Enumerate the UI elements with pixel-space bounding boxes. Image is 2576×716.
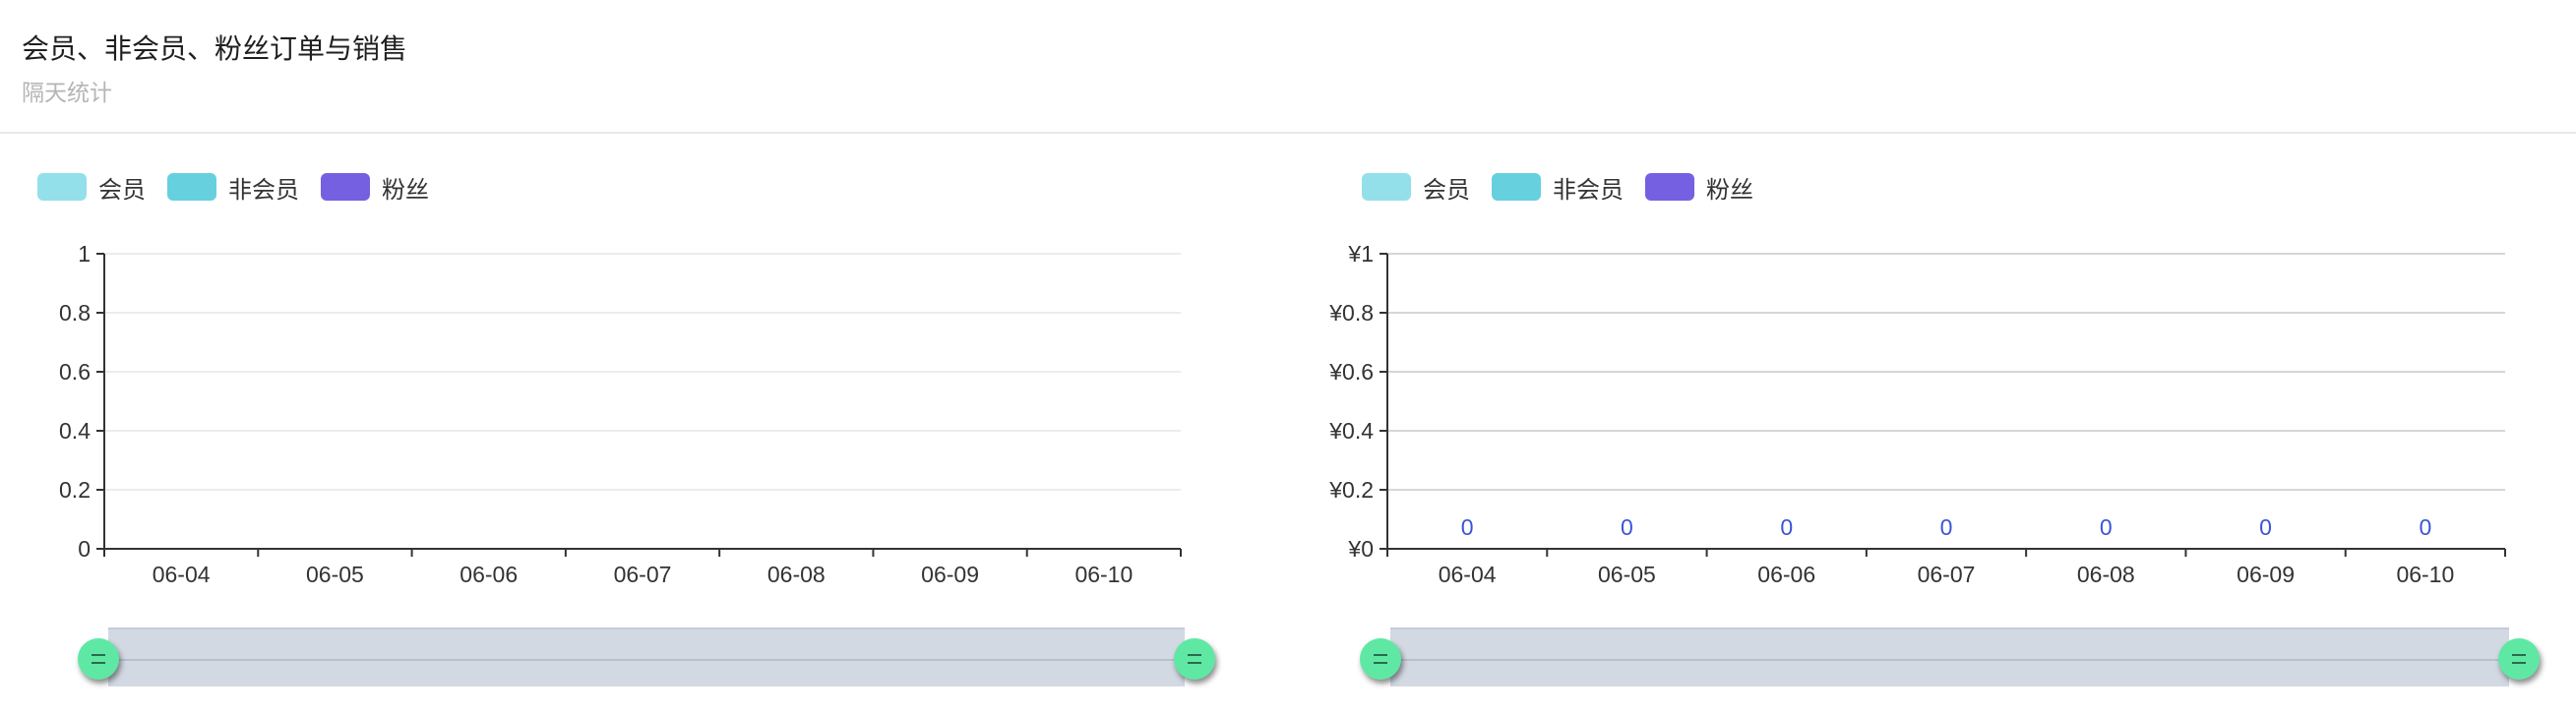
grip-icon (92, 654, 105, 664)
slider-handle-right[interactable] (1174, 638, 1215, 680)
x-tick-label: 06-10 (2396, 562, 2454, 587)
datazoom-slider[interactable] (1360, 627, 2540, 686)
data-label: 0 (1940, 514, 1953, 540)
page-header: 会员、非会员、粉丝订单与销售 隔天统计 (0, 0, 2576, 134)
x-tick-label: 06-07 (1918, 562, 1976, 587)
y-tick-label: 0.2 (59, 477, 91, 503)
sales-bar-chart: ¥0 ¥0.2 ¥0.4 ¥0.6 ¥0.8 ¥1 06-04 0 06-05 0 06-06 0 06… (1328, 241, 2506, 587)
x-tick-label: 06-08 (767, 562, 826, 587)
legend-swatch (37, 173, 87, 201)
data-label: 0 (1621, 514, 1633, 540)
legend-label: 非会员 (228, 176, 299, 204)
x-tick-label: 06-05 (1598, 562, 1656, 587)
legend-swatch (321, 173, 370, 201)
legend-label: 粉丝 (1706, 176, 1753, 204)
chart-legend: 会员 非会员 粉丝 (1362, 167, 1775, 207)
y-tick-label: 0.8 (59, 300, 91, 326)
x-tick-label: 06-08 (2077, 562, 2135, 587)
x-tick-label: 06-04 (1439, 562, 1497, 587)
legend-item-fans[interactable]: 粉丝 (321, 170, 429, 205)
legend-label: 会员 (1423, 176, 1470, 204)
x-tick-label: 06-07 (614, 562, 672, 587)
y-tick-label: ¥0.6 (1328, 359, 1374, 385)
x-tick-label: 06-05 (306, 562, 364, 587)
legend-swatch (1492, 173, 1541, 201)
slider-handle-right[interactable] (2498, 638, 2540, 680)
slider-handle-left[interactable] (78, 638, 119, 680)
orders-bar-chart: 0 0.2 0.4 0.6 0.8 1 06-04 06-05 06-06 06-07 06-08 0… (59, 241, 1182, 587)
legend-swatch (1362, 173, 1411, 201)
slider-track (1390, 659, 2509, 661)
x-tick-label: 06-06 (460, 562, 518, 587)
legend-item-non-member[interactable]: 非会员 (167, 170, 299, 205)
legend-item-fans[interactable]: 粉丝 (1645, 170, 1753, 205)
x-tick-label: 06-09 (921, 562, 979, 587)
datazoom-slider[interactable] (78, 627, 1215, 686)
data-label: 0 (1780, 514, 1793, 540)
slider-track (108, 659, 1185, 661)
slider-handle-left[interactable] (1360, 638, 1401, 680)
y-tick-label: ¥0.8 (1328, 300, 1374, 326)
chart-legend: 会员 非会员 粉丝 (37, 167, 451, 207)
data-label: 0 (1461, 514, 1474, 540)
legend-item-member[interactable]: 会员 (1362, 170, 1470, 205)
legend-label: 粉丝 (382, 176, 429, 204)
sales-chart-panel: 会员 非会员 粉丝 ¥0 ¥0.2 ¥0.4 ¥0.6 ¥0.8 ¥1 06-04 0 06-0… (1328, 167, 2576, 698)
y-tick-label: 1 (78, 241, 91, 267)
orders-chart-panel: 会员 非会员 粉丝 0 0.2 0.4 0.6 0.8 1 06-04 06-05 06-06 0… (37, 167, 1277, 698)
grip-icon (1188, 654, 1201, 664)
page-subtitle: 隔天统计 (22, 80, 112, 105)
y-tick-label: ¥0.4 (1328, 418, 1374, 444)
y-tick-label: 0.4 (59, 418, 91, 444)
legend-item-member[interactable]: 会员 (37, 170, 146, 205)
legend-swatch (167, 173, 216, 201)
data-label: 0 (2419, 514, 2431, 540)
legend-label: 会员 (98, 176, 146, 204)
y-tick-label: ¥1 (1347, 241, 1374, 267)
data-label: 0 (2259, 514, 2272, 540)
grip-icon (2512, 654, 2526, 664)
y-tick-label: ¥0 (1347, 536, 1374, 562)
y-tick-label: 0 (78, 536, 91, 562)
legend-swatch (1645, 173, 1694, 201)
legend-item-non-member[interactable]: 非会员 (1492, 170, 1624, 205)
grip-icon (1374, 654, 1387, 664)
x-tick-label: 06-06 (1757, 562, 1815, 587)
legend-label: 非会员 (1553, 176, 1624, 204)
x-tick-label: 06-04 (153, 562, 211, 587)
page-title: 会员、非会员、粉丝订单与销售 (22, 33, 408, 64)
y-tick-label: 0.6 (59, 359, 91, 385)
y-tick-label: ¥0.2 (1328, 477, 1374, 503)
x-tick-label: 06-09 (2237, 562, 2295, 587)
x-tick-label: 06-10 (1074, 562, 1133, 587)
data-label: 0 (2100, 514, 2113, 540)
